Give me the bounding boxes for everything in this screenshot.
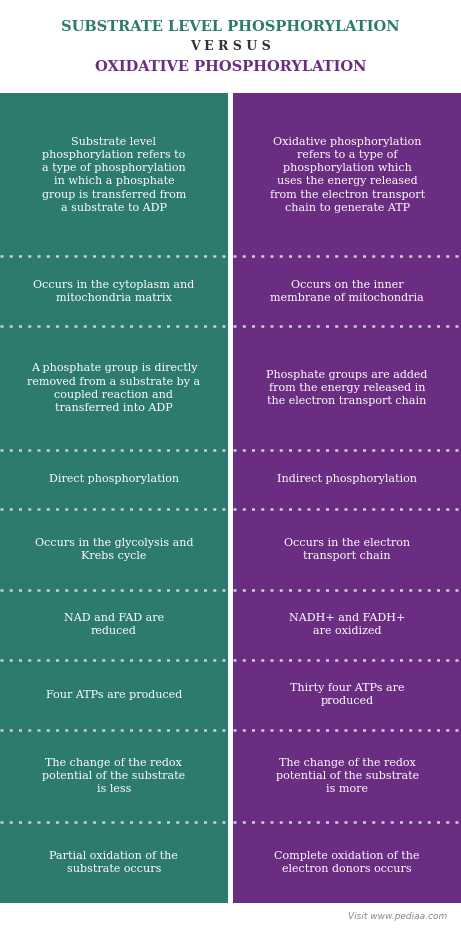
Bar (233, 93, 461, 256)
Text: Oxidative phosphorylation
refers to a type of
phosphorylation which
uses the ene: Oxidative phosphorylation refers to a ty… (270, 137, 425, 213)
Text: Partial oxidation of the
substrate occurs: Partial oxidation of the substrate occur… (49, 851, 178, 874)
Bar (0, 590, 228, 660)
Text: NADH+ and FADH+
are oxidized: NADH+ and FADH+ are oxidized (289, 614, 405, 637)
Text: Substrate level
phosphorylation refers to
a type of phosphorylation
in which a p: Substrate level phosphorylation refers t… (41, 137, 186, 213)
Bar (0, 822, 228, 903)
Text: SUBSTRATE LEVEL PHOSPHORYLATION: SUBSTRATE LEVEL PHOSPHORYLATION (61, 20, 400, 34)
Text: Phosphate groups are added
from the energy released in
the electron transport ch: Phosphate groups are added from the ener… (266, 370, 428, 407)
Bar (0, 256, 228, 326)
Bar (233, 590, 461, 660)
Text: Occurs in the cytoplasm and
mitochondria matrix: Occurs in the cytoplasm and mitochondria… (33, 280, 195, 303)
Bar (0, 730, 228, 822)
Bar (0, 93, 228, 256)
Bar (0, 660, 228, 730)
Bar (233, 730, 461, 822)
Bar (0, 508, 228, 590)
Bar (0, 326, 228, 451)
Text: OXIDATIVE PHOSPHORYLATION: OXIDATIVE PHOSPHORYLATION (95, 60, 366, 74)
Text: A phosphate group is directly
removed from a substrate by a
coupled reaction and: A phosphate group is directly removed fr… (27, 363, 201, 413)
Text: Thirty four ATPs are
produced: Thirty four ATPs are produced (290, 683, 404, 707)
Text: The change of the redox
potential of the substrate
is more: The change of the redox potential of the… (276, 758, 419, 794)
Bar (233, 326, 461, 451)
Text: Occurs on the inner
membrane of mitochondria: Occurs on the inner membrane of mitochon… (270, 280, 424, 303)
Text: Occurs in the glycolysis and
Krebs cycle: Occurs in the glycolysis and Krebs cycle (35, 538, 193, 561)
Bar (233, 822, 461, 903)
Text: Occurs in the electron
transport chain: Occurs in the electron transport chain (284, 538, 410, 561)
Bar (233, 660, 461, 730)
Bar (233, 256, 461, 326)
Bar (0, 451, 228, 508)
Text: The change of the redox
potential of the substrate
is less: The change of the redox potential of the… (42, 758, 185, 794)
Text: NAD and FAD are
reduced: NAD and FAD are reduced (64, 614, 164, 637)
Text: V E R S U S: V E R S U S (190, 40, 271, 53)
Text: Indirect phosphorylation: Indirect phosphorylation (277, 475, 417, 484)
Bar (233, 451, 461, 508)
Text: Complete oxidation of the
electron donors occurs: Complete oxidation of the electron donor… (274, 851, 420, 874)
Text: Visit www.pediaa.com: Visit www.pediaa.com (348, 911, 447, 921)
Bar (233, 508, 461, 590)
Text: Direct phosphorylation: Direct phosphorylation (49, 475, 179, 484)
Text: Four ATPs are produced: Four ATPs are produced (46, 690, 182, 700)
